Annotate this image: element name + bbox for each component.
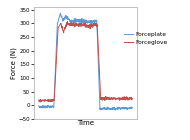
Forceplate bbox=[131, 107, 133, 109]
Forceglove bbox=[40, 101, 42, 103]
Forceglove bbox=[82, 24, 85, 26]
Forceplate bbox=[129, 107, 131, 109]
Forceglove bbox=[89, 24, 91, 26]
Forceplate bbox=[38, 105, 40, 107]
Forceplate bbox=[93, 20, 96, 22]
Legend: Forceplate, Forceglove: Forceplate, Forceglove bbox=[122, 30, 170, 48]
Forceplate bbox=[82, 21, 85, 23]
Y-axis label: Force (N): Force (N) bbox=[10, 47, 17, 79]
Forceglove bbox=[129, 98, 131, 100]
Forceplate bbox=[115, 108, 117, 110]
Forceglove bbox=[38, 99, 40, 101]
Forceglove bbox=[115, 99, 117, 101]
Forceplate bbox=[88, 20, 91, 22]
Forceglove bbox=[131, 98, 133, 100]
Forceplate bbox=[59, 12, 62, 14]
Forceplate bbox=[100, 109, 102, 111]
Forceglove bbox=[94, 24, 96, 26]
Forceglove bbox=[66, 21, 69, 22]
Line: Forceplate: Forceplate bbox=[39, 13, 132, 110]
Line: Forceglove: Forceglove bbox=[39, 22, 132, 102]
X-axis label: Time: Time bbox=[77, 120, 94, 126]
Forceglove bbox=[83, 24, 85, 25]
Forceplate bbox=[83, 19, 85, 21]
